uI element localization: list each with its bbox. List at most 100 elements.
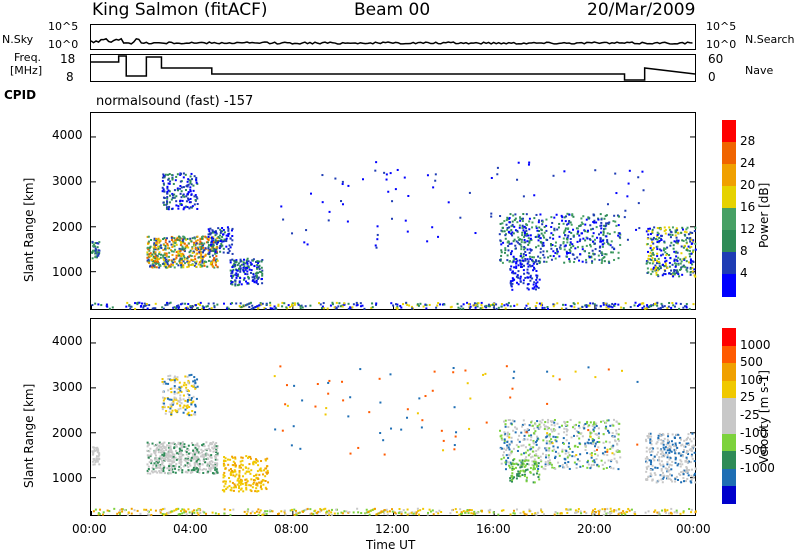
- power-cell: [579, 253, 582, 256]
- velocity-cell: [182, 454, 185, 457]
- power-cell: [529, 234, 532, 237]
- velocity-cell: [546, 425, 549, 428]
- power-cell: [236, 284, 239, 287]
- velocity-cell: [512, 429, 515, 432]
- velocity-cell: [508, 436, 511, 439]
- power-cell: [513, 225, 516, 228]
- power-cell: [543, 256, 546, 259]
- power-cell: [218, 247, 221, 250]
- velocity-cell: [609, 507, 612, 510]
- power-cell: [684, 256, 687, 259]
- velocity-cell: [657, 513, 660, 516]
- velocity-cell: [193, 413, 196, 416]
- power-cell: [233, 264, 236, 267]
- power-cell: [589, 243, 592, 246]
- power-cell: [194, 258, 197, 261]
- velocity-cell: [606, 454, 609, 457]
- velocity-cell: [522, 510, 525, 513]
- velocity-cell: [523, 434, 526, 437]
- velocity-cell: [595, 458, 598, 461]
- velocity-cell: [167, 446, 170, 449]
- power-cell: [604, 214, 607, 217]
- x-tick: 00:00: [72, 522, 107, 536]
- power-cell: [94, 249, 97, 252]
- power-cell: [183, 256, 186, 259]
- velocity-cell: [660, 478, 663, 481]
- velocity-cell: [183, 381, 186, 384]
- velocity-cell: [517, 472, 520, 475]
- velocity-cell: [173, 390, 176, 393]
- power-cell: [185, 205, 188, 208]
- power-cell: [689, 232, 692, 235]
- velocity-cell: [365, 508, 368, 511]
- power-cell: [601, 259, 604, 262]
- power-cell: [689, 259, 692, 262]
- velocity-cell: [666, 453, 669, 456]
- velocity-cell: [352, 511, 355, 514]
- velocity-cell: [541, 452, 544, 455]
- velocity-cell: [689, 480, 692, 483]
- power-cell: [593, 219, 596, 222]
- power-cell: [535, 278, 538, 281]
- power-cell: [362, 178, 365, 181]
- velocity-cell: [537, 462, 540, 465]
- velocity-cell: [517, 475, 520, 478]
- power-cell: [571, 213, 574, 216]
- velocity-cell: [167, 382, 170, 385]
- power-cell: [626, 238, 629, 241]
- power-cell: [228, 244, 231, 247]
- power-cell: [370, 306, 373, 309]
- velocity-cell: [464, 369, 467, 372]
- velocity-cell: [484, 372, 487, 375]
- velocity-cell: [567, 455, 570, 458]
- velocity-cell: [203, 454, 206, 457]
- power-cell: [607, 242, 610, 245]
- power-cell: [406, 303, 409, 306]
- power-cell: [519, 219, 522, 222]
- power-cell: [417, 304, 420, 307]
- velocity-cell: [349, 396, 352, 399]
- power-cell: [563, 245, 566, 248]
- velocity-cell: [163, 507, 166, 510]
- power-cell: [533, 281, 536, 284]
- power-cell: [663, 241, 666, 244]
- power-cell: [526, 224, 529, 227]
- power-cell: [153, 261, 156, 264]
- velocity-cell: [676, 446, 679, 449]
- power-cell: [561, 216, 564, 219]
- velocity-cell: [168, 458, 171, 461]
- velocity-cell: [609, 447, 612, 450]
- power-cell: [189, 182, 192, 185]
- power-cell: [502, 241, 505, 244]
- power-cell: [220, 230, 223, 233]
- power-cell: [591, 261, 594, 264]
- power-cell: [538, 278, 541, 281]
- power-cell: [231, 227, 234, 230]
- power-cell: [410, 305, 413, 308]
- velocity-cell: [202, 468, 205, 471]
- power-cell: [134, 302, 137, 305]
- power-cell: [495, 307, 498, 310]
- colorbar-tick: -500: [740, 443, 768, 458]
- velocity-cell: [211, 461, 214, 464]
- velocity-cell: [515, 508, 518, 511]
- power-cell: [154, 242, 157, 245]
- power-cell: [162, 238, 165, 241]
- velocity-cell: [169, 387, 172, 390]
- power-cell: [512, 260, 515, 263]
- velocity-cell: [178, 387, 181, 390]
- power-cell: [172, 264, 175, 267]
- velocity-cell: [209, 449, 212, 452]
- power-cell: [524, 254, 527, 257]
- power-cell: [516, 281, 519, 284]
- power-cell: [581, 305, 584, 308]
- power-cell: [214, 264, 217, 267]
- velocity-cell: [589, 435, 592, 438]
- velocity-cell: [181, 471, 184, 474]
- velocity-cell: [202, 450, 205, 453]
- power-cell: [600, 240, 603, 243]
- velocity-cell: [535, 454, 538, 457]
- power-cell: [98, 251, 101, 254]
- velocity-cell: [690, 474, 693, 477]
- velocity-cell: [184, 449, 187, 452]
